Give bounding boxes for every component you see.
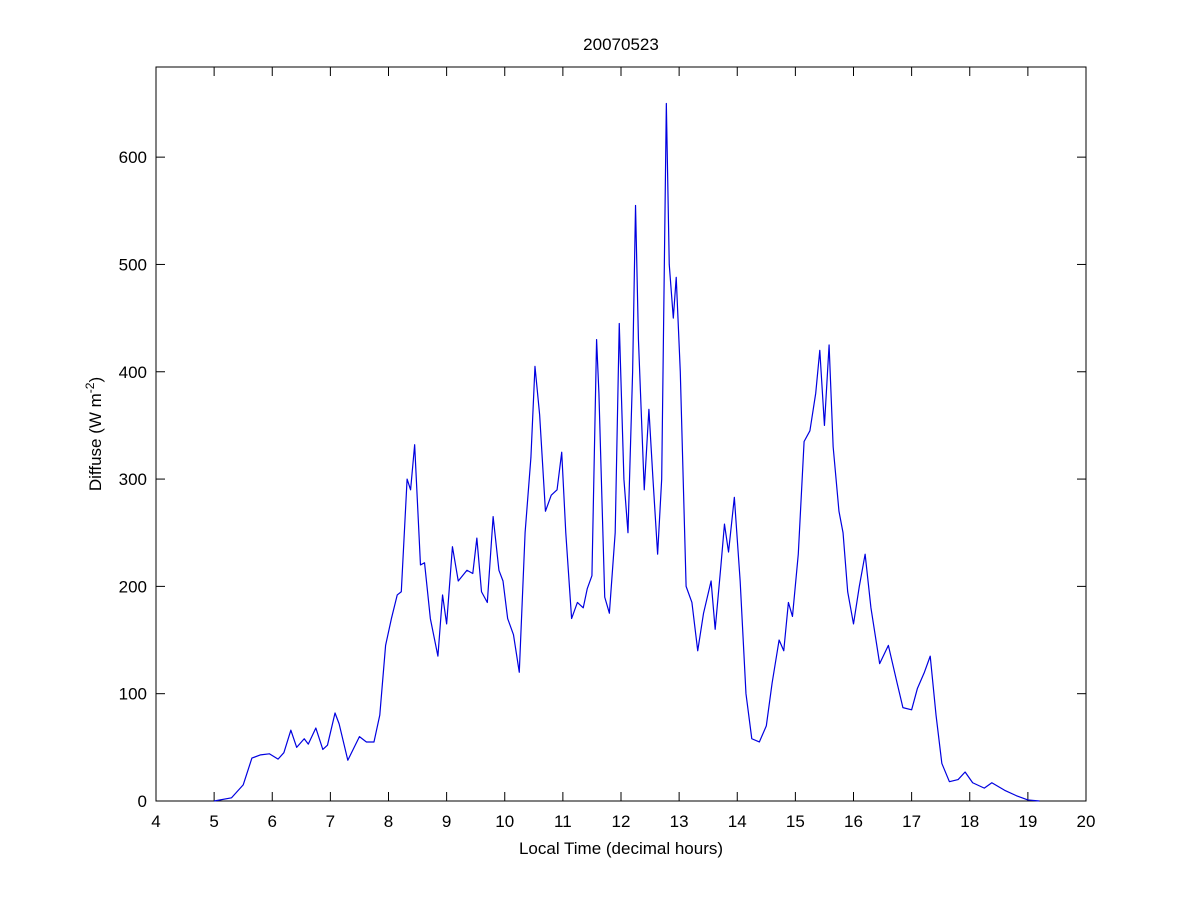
x-tick-label: 11 xyxy=(554,812,572,831)
y-label-sup: -2 xyxy=(83,382,97,393)
x-tick-label: 10 xyxy=(495,812,514,831)
y-tick-label: 400 xyxy=(119,363,147,382)
x-tick-label: 15 xyxy=(786,812,805,831)
y-label-end: ) xyxy=(86,377,105,383)
x-tick-label: 14 xyxy=(728,812,747,831)
x-tick-label: 13 xyxy=(670,812,689,831)
x-tick-label: 8 xyxy=(384,812,393,831)
x-tick-label: 4 xyxy=(151,812,160,831)
x-tick-label: 16 xyxy=(844,812,863,831)
x-axis-label: Local Time (decimal hours) xyxy=(519,839,723,858)
y-tick-label: 100 xyxy=(119,685,147,704)
x-tick-label: 19 xyxy=(1018,812,1037,831)
y-tick-label: 600 xyxy=(119,148,147,167)
x-tick-label: 7 xyxy=(326,812,335,831)
y-tick-label: 300 xyxy=(119,470,147,489)
y-label-text: Diffuse (W m xyxy=(86,393,105,491)
chart-title: 20070523 xyxy=(583,35,659,54)
x-tick-label: 17 xyxy=(902,812,921,831)
x-tick-label: 6 xyxy=(268,812,277,831)
data-line xyxy=(214,102,1040,802)
y-tick-label: 200 xyxy=(119,577,147,596)
x-tick-label: 12 xyxy=(612,812,631,831)
y-tick-label: 500 xyxy=(119,255,147,274)
y-tick-label: 0 xyxy=(138,792,147,811)
x-tick-label: 18 xyxy=(960,812,979,831)
x-tick-label: 9 xyxy=(442,812,451,831)
x-tick-label: 5 xyxy=(209,812,218,831)
y-axis-label: Diffuse (W m-2) xyxy=(83,377,105,491)
x-tick-label: 20 xyxy=(1077,812,1096,831)
